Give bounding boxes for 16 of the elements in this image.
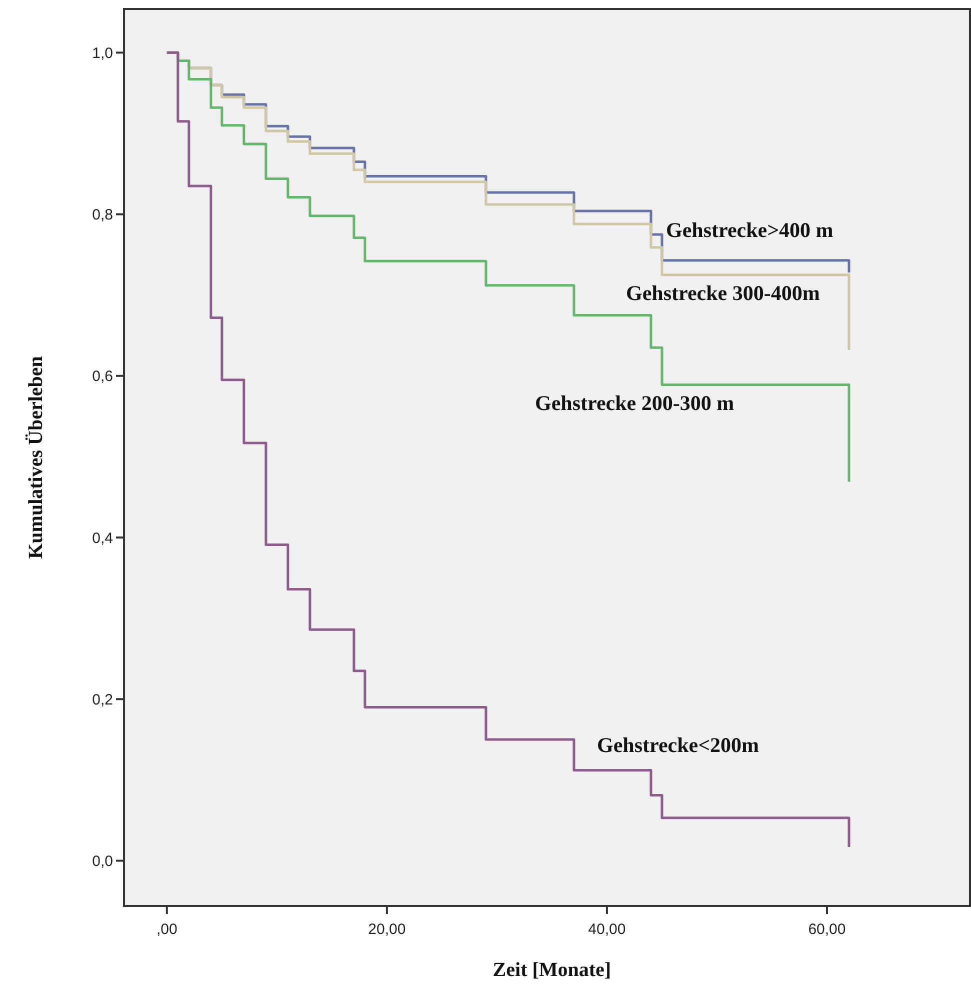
x-tick-label: ,00 — [156, 921, 178, 938]
series-label: Gehstrecke 200-300 m — [535, 391, 735, 415]
x-axis-title: Zeit [Monate] — [492, 959, 612, 981]
series-label: Gehstrecke>400 m — [666, 218, 834, 242]
y-axis-title: Kumulatives Überleben — [25, 356, 47, 559]
x-tick-label: 60,00 — [808, 921, 846, 938]
y-tick-label: 0,2 — [92, 691, 113, 708]
series-label: Gehstrecke 300-400m — [626, 281, 820, 305]
x-tick-label: 20,00 — [368, 921, 406, 938]
y-tick-label: 0,0 — [92, 852, 113, 870]
y-tick-label: 0,6 — [92, 368, 113, 386]
y-tick-label: 1,0 — [92, 44, 113, 62]
series-label: Gehstrecke<200m — [597, 733, 760, 757]
y-tick-label: 0,8 — [92, 206, 113, 224]
x-tick-label: 40,00 — [588, 921, 626, 938]
y-tick-label: 0,4 — [92, 530, 113, 547]
